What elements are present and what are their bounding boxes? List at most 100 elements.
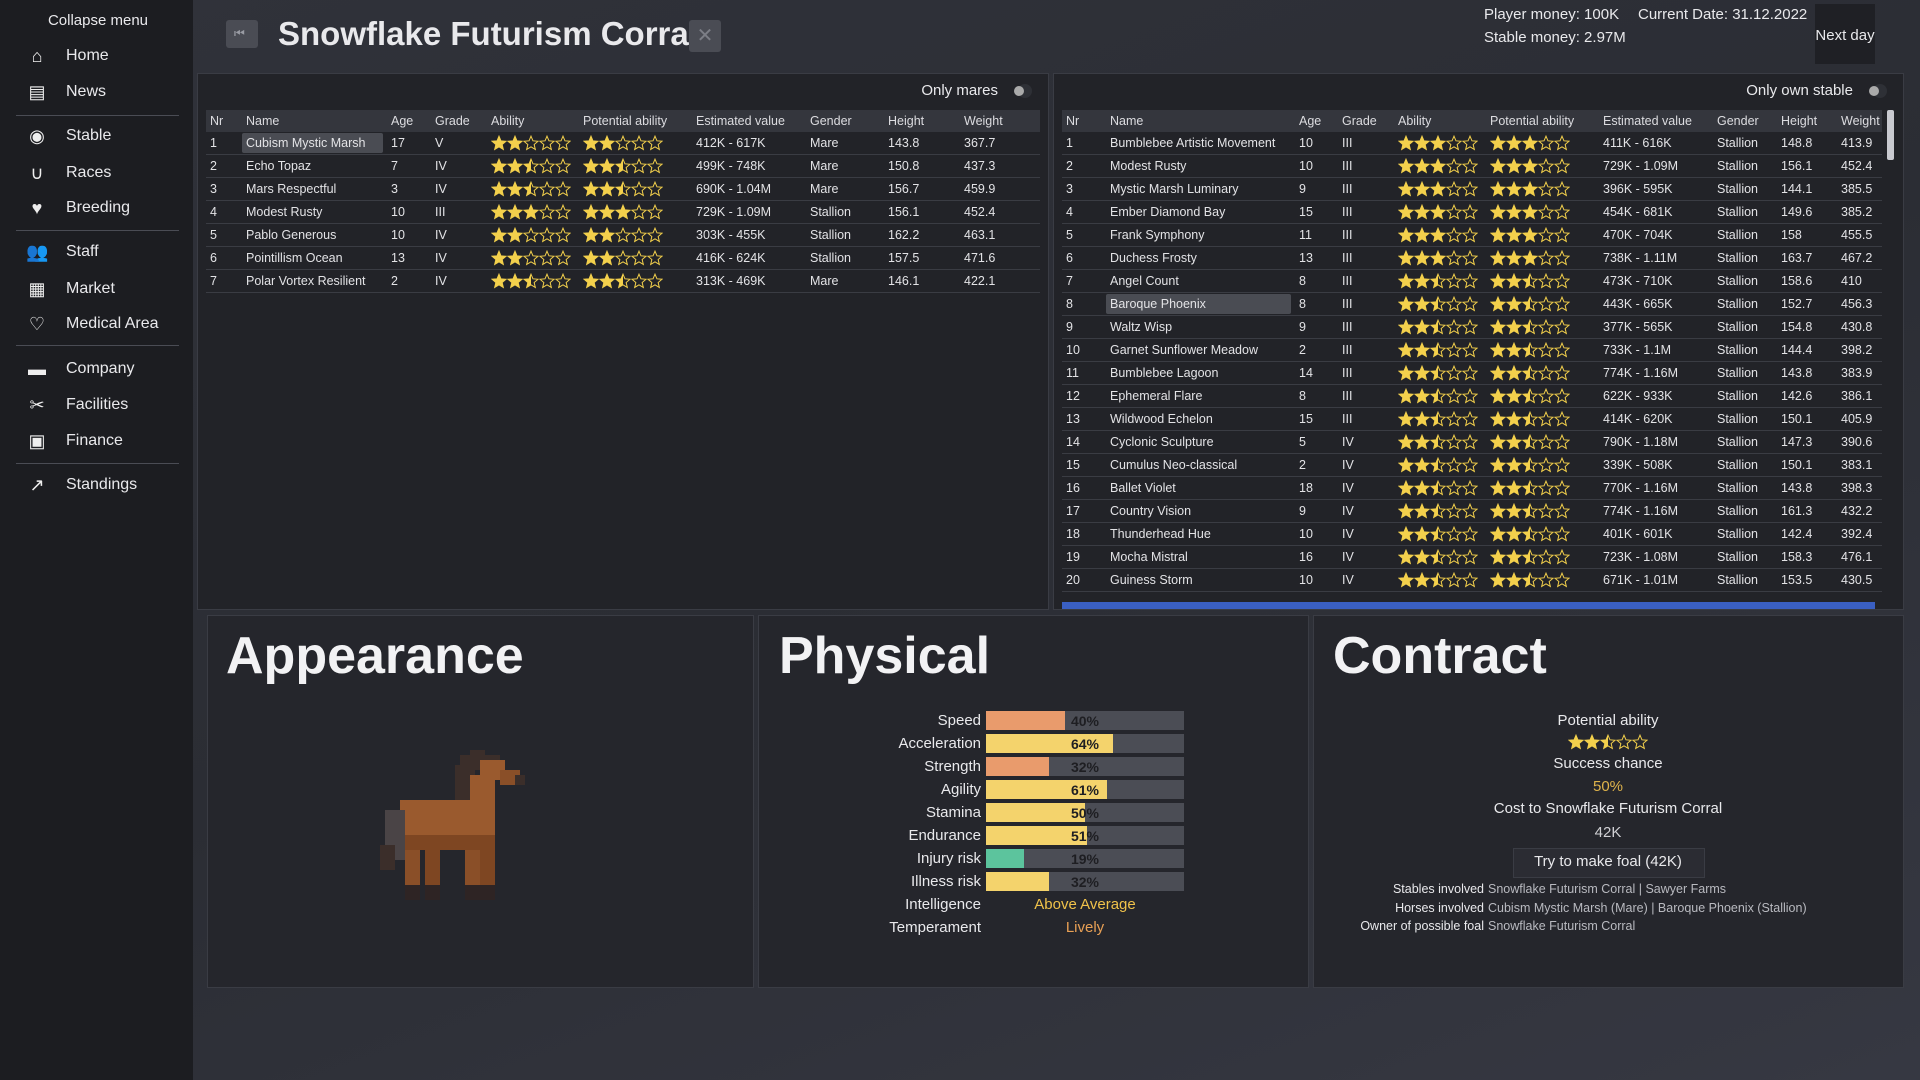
table-cell: 2 bbox=[391, 274, 398, 288]
table-cell[interactable]: Polar Vortex Resilient bbox=[246, 274, 366, 288]
menu-item[interactable]: Company bbox=[66, 360, 135, 377]
star bbox=[1521, 572, 1539, 588]
menu-item[interactable]: Races bbox=[66, 164, 112, 181]
table-cell: 2 bbox=[210, 159, 217, 173]
table-cell[interactable]: Wildwood Echelon bbox=[1110, 412, 1213, 426]
table-cell[interactable]: Mystic Marsh Luminary bbox=[1110, 182, 1239, 196]
menu-item[interactable]: News bbox=[66, 83, 107, 100]
table-cell[interactable]: Angel Count bbox=[1110, 274, 1179, 288]
star bbox=[1413, 549, 1431, 565]
table-cell: 18 bbox=[1066, 527, 1080, 541]
collapse-menu[interactable]: Collapse menu bbox=[47, 12, 149, 29]
selected-name bbox=[242, 133, 383, 153]
table-cell: 2 bbox=[1066, 159, 1073, 173]
stat-value: 32% bbox=[1070, 874, 1100, 890]
table-cell[interactable]: Baroque Phoenix bbox=[1110, 297, 1206, 311]
table-cell: III bbox=[1342, 251, 1353, 265]
row-divider bbox=[206, 154, 1040, 155]
star bbox=[1461, 273, 1478, 289]
table-cell[interactable]: Pablo Generous bbox=[246, 228, 337, 242]
table-cell: 156.1 bbox=[1781, 159, 1813, 173]
star bbox=[554, 273, 571, 289]
star bbox=[1398, 365, 1415, 381]
star bbox=[1490, 503, 1507, 519]
row-divider bbox=[1062, 177, 1882, 178]
row-divider bbox=[1062, 499, 1882, 500]
table-cell[interactable]: Cubism Mystic Marsh bbox=[246, 136, 366, 150]
table-cell: IV bbox=[435, 274, 447, 288]
table-cell[interactable]: Modest Rusty bbox=[1110, 159, 1187, 173]
star bbox=[1521, 342, 1539, 358]
menu-item[interactable]: Medical Area bbox=[66, 315, 159, 332]
table-cell: IV bbox=[1342, 527, 1354, 541]
star bbox=[598, 227, 616, 243]
menu-item[interactable]: Home bbox=[66, 47, 109, 64]
back-button[interactable] bbox=[226, 20, 258, 48]
table-cell: 14 bbox=[1299, 366, 1313, 380]
star bbox=[1568, 734, 1585, 750]
star-rating bbox=[1398, 549, 1478, 565]
menu-item[interactable]: Breeding bbox=[66, 199, 131, 216]
stat-label: Speed bbox=[937, 712, 981, 729]
table-cell[interactable]: Mars Respectful bbox=[246, 182, 337, 196]
table-cell: 143.8 bbox=[1781, 481, 1813, 495]
next-day-button[interactable] bbox=[1815, 4, 1875, 64]
table-cell: III bbox=[1342, 389, 1353, 403]
table-cell: Mare bbox=[810, 159, 839, 173]
table-cell[interactable]: Echo Topaz bbox=[246, 159, 312, 173]
table-cell: 8 bbox=[1299, 297, 1306, 311]
table-cell[interactable]: Ember Diamond Bay bbox=[1110, 205, 1226, 219]
menu-item[interactable]: Facilities bbox=[66, 396, 129, 413]
star bbox=[1505, 480, 1523, 496]
table-cell: Stallion bbox=[1717, 573, 1758, 587]
menu-icon: ↗ bbox=[29, 475, 45, 495]
table-cell[interactable]: Bumblebee Artistic Movement bbox=[1110, 136, 1276, 150]
close-button[interactable]: ✕ bbox=[689, 20, 721, 52]
stallions-panel: Only own stable Nr Name Age Grade Ability Pote… bbox=[1053, 73, 1904, 610]
table-cell[interactable]: Ephemeral Flare bbox=[1110, 389, 1203, 403]
star bbox=[506, 250, 524, 266]
star bbox=[1398, 250, 1415, 266]
star bbox=[1445, 296, 1463, 312]
table-cell[interactable]: Waltz Wisp bbox=[1110, 320, 1173, 334]
menu-item[interactable]: Staff bbox=[66, 243, 99, 260]
table-cell: 154.8 bbox=[1781, 320, 1813, 334]
table-cell[interactable]: Duchess Frosty bbox=[1110, 251, 1197, 265]
make-foal-button[interactable] bbox=[1513, 848, 1705, 878]
menu-item[interactable]: Standings bbox=[66, 476, 138, 493]
menu-item[interactable]: Market bbox=[66, 280, 115, 297]
star bbox=[1553, 319, 1570, 335]
star bbox=[1413, 572, 1431, 588]
table-cell[interactable]: Garnet Sunflower Meadow bbox=[1110, 343, 1258, 357]
table-cell: 143.8 bbox=[1781, 366, 1813, 380]
filter-toggle[interactable] bbox=[1869, 86, 1879, 96]
table-cell[interactable]: Modest Rusty bbox=[246, 205, 323, 219]
table-cell[interactable]: Cumulus Neo-classical bbox=[1110, 458, 1238, 472]
star bbox=[1429, 250, 1447, 266]
star-rating bbox=[1398, 250, 1478, 266]
table-cell[interactable]: Mocha Mistral bbox=[1110, 550, 1188, 564]
table-cell[interactable]: Bumblebee Lagoon bbox=[1110, 366, 1219, 380]
table-cell[interactable]: Ballet Violet bbox=[1110, 481, 1176, 495]
star bbox=[1505, 503, 1523, 519]
table-cell[interactable]: Country Vision bbox=[1110, 504, 1192, 518]
filter-toggle[interactable] bbox=[1014, 86, 1024, 96]
table-cell[interactable]: Pointillism Ocean bbox=[246, 251, 343, 265]
table-cell[interactable]: Cyclonic Sculpture bbox=[1110, 435, 1214, 449]
stat-label: Injury risk bbox=[916, 850, 981, 867]
table-cell[interactable]: Guiness Storm bbox=[1110, 573, 1193, 587]
table-cell: IV bbox=[1342, 550, 1354, 564]
menu-item[interactable]: Stable bbox=[66, 127, 112, 144]
table-cell[interactable]: Frank Symphony bbox=[1110, 228, 1205, 242]
table-cell: III bbox=[1342, 228, 1353, 242]
star bbox=[1429, 572, 1447, 588]
table-cell[interactable]: Thunderhead Hue bbox=[1110, 527, 1211, 541]
menu-item[interactable]: Finance bbox=[66, 432, 123, 449]
star bbox=[1521, 273, 1539, 289]
star bbox=[1505, 204, 1523, 220]
row-divider bbox=[1062, 384, 1882, 385]
star bbox=[491, 204, 508, 220]
table-cell: Stallion bbox=[1717, 136, 1758, 150]
table-cell: 6 bbox=[1066, 251, 1073, 265]
table-cell: III bbox=[1342, 205, 1353, 219]
